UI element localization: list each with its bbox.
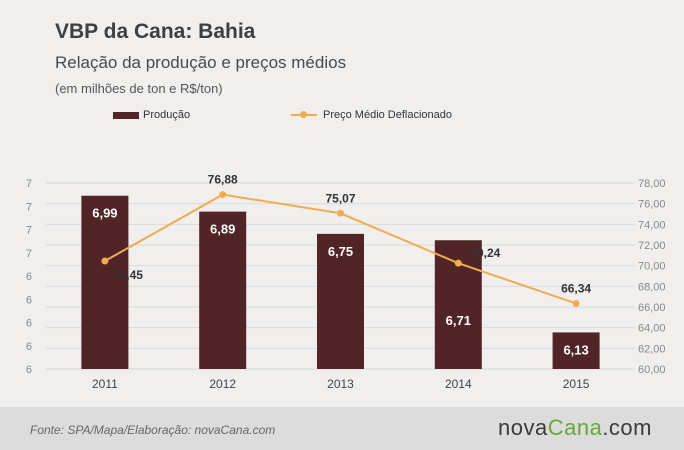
left-axis-tick: 7 bbox=[26, 178, 32, 190]
source-note: Fonte: SPA/Mapa/Elaboração: novaCana.com bbox=[30, 423, 276, 437]
bar-value-label: 6,75 bbox=[328, 244, 353, 259]
x-axis-tick: 2013 bbox=[327, 377, 354, 391]
right-axis-tick: 68,00 bbox=[638, 281, 666, 293]
legend-swatch-bar bbox=[113, 111, 139, 119]
legend-marker-dot bbox=[300, 111, 307, 118]
line-value-label: 75,07 bbox=[325, 191, 355, 205]
x-axis-tick: 2012 bbox=[209, 377, 236, 391]
left-axis-tick: 6 bbox=[26, 318, 32, 330]
bar-producao bbox=[552, 332, 600, 369]
line-point-preco bbox=[454, 259, 462, 267]
bar-value-label: 6,89 bbox=[210, 222, 235, 237]
left-axis-tick: 6 bbox=[26, 364, 32, 376]
left-axis-tick: 6 bbox=[26, 271, 32, 283]
x-axis-tick: 2011 bbox=[92, 377, 118, 391]
logo-text-cana: Cana bbox=[547, 415, 603, 440]
line-point-preco bbox=[101, 257, 109, 265]
novacana-logo: novaCana.com bbox=[498, 415, 652, 441]
x-axis-tick: 2014 bbox=[445, 377, 472, 391]
footer: Fonte: SPA/Mapa/Elaboração: novaCana.com… bbox=[0, 407, 684, 450]
line-point-preco bbox=[572, 299, 580, 307]
logo-text-com: .com bbox=[602, 415, 652, 440]
legend-label-preco: Preço Médio Deflacionado bbox=[323, 109, 453, 121]
right-axis-tick: 76,00 bbox=[638, 199, 666, 211]
bar-value-label: 6,71 bbox=[446, 313, 471, 328]
x-axis-tick: 2015 bbox=[563, 377, 590, 391]
legend-label-producao: Produção bbox=[143, 109, 191, 121]
legend-item-preco: Preço Médio Deflacionado bbox=[291, 109, 452, 121]
bar-value-label: 6,99 bbox=[92, 206, 117, 221]
bar-producao bbox=[317, 233, 364, 369]
right-axis-tick: 78,00 bbox=[638, 178, 666, 190]
right-axis-tick: 74,00 bbox=[638, 219, 666, 231]
left-axis-tick: 7 bbox=[26, 248, 32, 260]
bar-value-label: 6,13 bbox=[563, 342, 588, 357]
right-axis-tick: 62,00 bbox=[638, 343, 666, 355]
chart-title: VBP da Cana: Bahia bbox=[55, 20, 256, 43]
right-axis-tick: 64,00 bbox=[638, 323, 666, 335]
line-value-label: 70,45 bbox=[113, 268, 143, 282]
left-axis-tick: 6 bbox=[26, 294, 32, 306]
bar-producao bbox=[199, 211, 247, 369]
chart-plot: 78,00 76,00 74,00 72,00 70,00 68,00 66,00 64,00… bbox=[26, 173, 666, 391]
line-value-label: 76,88 bbox=[208, 173, 238, 187]
logo-text-nova: nova bbox=[498, 415, 548, 440]
bar-producao bbox=[81, 195, 129, 369]
left-axis-tick: 7 bbox=[26, 201, 32, 213]
line-point-preco bbox=[337, 209, 344, 217]
legend: Produção Preço Médio Deflacionado bbox=[0, 106, 684, 126]
left-axis-tick: 7 bbox=[26, 225, 32, 237]
legend-item-producao: Produção bbox=[113, 109, 190, 121]
right-axis-tick: 60,00 bbox=[638, 364, 666, 376]
line-value-label: 70,24 bbox=[470, 246, 500, 260]
right-axis-tick: 70,00 bbox=[638, 261, 666, 273]
chart-subtitle: Relação da produção e preços médios bbox=[55, 53, 347, 72]
line-point-preco bbox=[219, 191, 227, 199]
left-axis-tick: 6 bbox=[26, 341, 32, 353]
line-value-label: 66,34 bbox=[561, 281, 591, 295]
chart-units-note: (em milhões de ton e R$/ton) bbox=[55, 81, 223, 96]
legend-swatch-line bbox=[291, 111, 317, 118]
right-axis-tick: 66,00 bbox=[638, 302, 666, 314]
right-axis-tick: 72,00 bbox=[638, 240, 666, 252]
